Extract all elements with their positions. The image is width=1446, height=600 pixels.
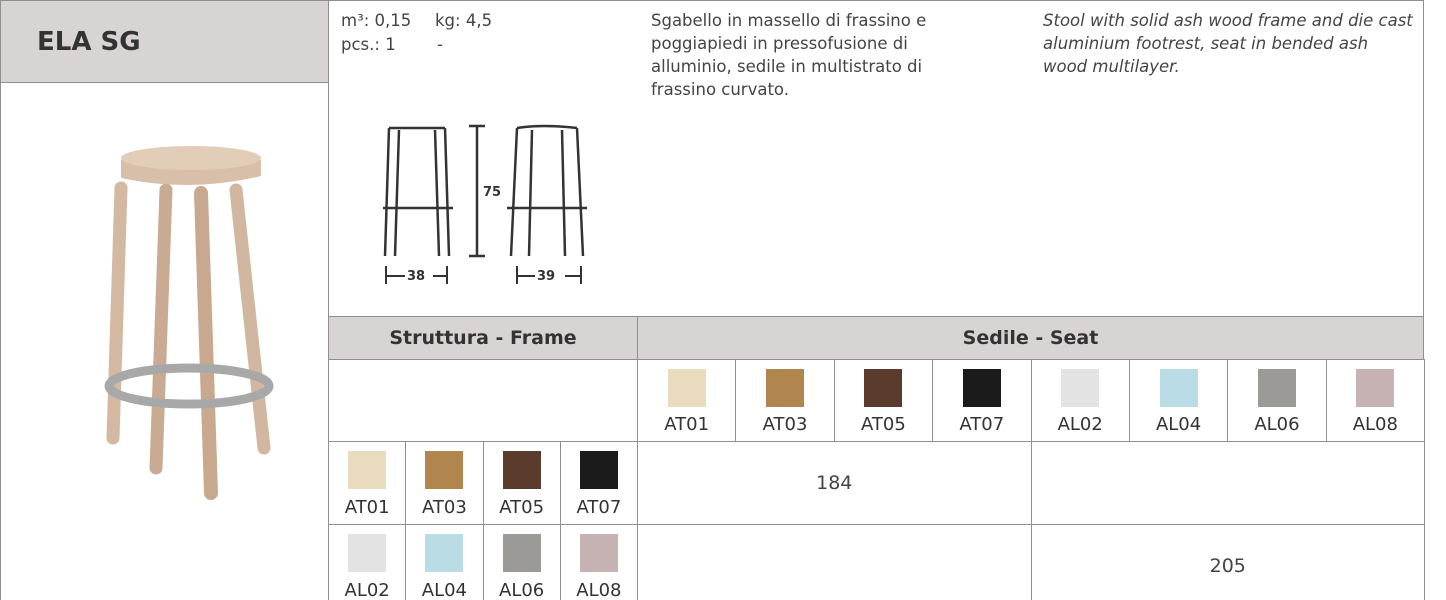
finish-code: AT05 (861, 414, 906, 435)
finish-code: AL04 (421, 580, 467, 600)
finish-swatch (1159, 369, 1198, 407)
finish-code: AT01 (344, 497, 390, 518)
description-it: Sgabello in massello di frassino e poggi… (651, 11, 927, 99)
technical-drawing: 75 38 39 (383, 124, 587, 284)
finish-swatch (1356, 369, 1395, 407)
finish-swatch (667, 369, 706, 407)
empty-cell (637, 524, 1032, 600)
weight: kg: 4,5 (435, 11, 493, 30)
finish-cell: AL06 (1227, 359, 1327, 442)
price: 205 (1030, 524, 1425, 600)
title: ELA SG (37, 27, 141, 57)
finish-code: AL08 (1352, 414, 1398, 435)
finish-swatch (864, 369, 903, 407)
width-side-label: 39 (537, 269, 555, 284)
finish-swatch (425, 451, 464, 489)
finish-swatch (1061, 369, 1100, 407)
finish-swatch (579, 534, 618, 572)
finish-code: AL02 (344, 580, 390, 600)
pieces-note: - (437, 35, 443, 54)
finish-code: AL02 (1057, 414, 1103, 435)
photo-cell (0, 82, 329, 600)
finish-cell: AL08 (1325, 359, 1425, 442)
finish-cell: AT01 (637, 359, 737, 442)
finish-cell: AL06 (482, 524, 561, 600)
finish-swatch (502, 534, 541, 572)
finish-code: AT03 (762, 414, 808, 435)
finish-swatch (962, 369, 1001, 407)
finish-code: AL04 (1155, 414, 1202, 435)
finish-code: AT07 (576, 497, 622, 518)
finish-code: AT03 (421, 497, 467, 518)
finish-cell: AL02 (1030, 359, 1130, 442)
finish-cell: AL04 (405, 524, 484, 600)
finish-swatch (502, 451, 541, 489)
title-cell: ELA SG (0, 0, 329, 83)
height-label: 75 (483, 185, 501, 200)
finish-swatch (348, 451, 387, 489)
stool-photo (104, 146, 274, 500)
finish-cell: AT03 (735, 359, 835, 442)
finish-swatch (425, 534, 464, 572)
info-cell: m³: 0,15 kg: 4,5 pcs.: 1 - Sgabello in m… (328, 0, 1424, 317)
empty-cell (328, 359, 638, 442)
finish-cell: AT07 (932, 359, 1032, 442)
finish-code: AT07 (959, 414, 1005, 435)
width-front-label: 38 (407, 269, 425, 284)
finish-code: AT05 (499, 497, 545, 518)
finish-cell: AL02 (328, 524, 407, 600)
finish-swatch (1257, 369, 1296, 407)
finish-swatch (348, 534, 387, 572)
finish-code: AL06 (1254, 414, 1300, 435)
finish-code: AL06 (499, 580, 545, 600)
description-en: Stool with solid ash wood frame and die … (1043, 11, 1413, 76)
finish-cell: AT05 (833, 359, 934, 442)
finish-cell: AT05 (482, 441, 561, 525)
finish-cell: AT01 (328, 441, 407, 525)
pieces: pcs.: 1 (341, 35, 396, 54)
finish-cell: AT07 (559, 441, 638, 525)
seat-header: Sedile - Seat (637, 316, 1424, 360)
finish-cell: AL04 (1128, 359, 1229, 442)
finish-swatch (579, 451, 618, 489)
finish-swatch (766, 369, 805, 407)
empty-cell (1030, 441, 1425, 525)
finish-cell: AL08 (559, 524, 638, 600)
finish-code: AL08 (576, 580, 622, 600)
volume: m³: 0,15 (341, 11, 412, 30)
finish-code: AT01 (664, 414, 710, 435)
price: 184 (637, 441, 1032, 525)
frame-header: Struttura - Frame (328, 316, 638, 360)
finish-cell: AT03 (405, 441, 484, 525)
